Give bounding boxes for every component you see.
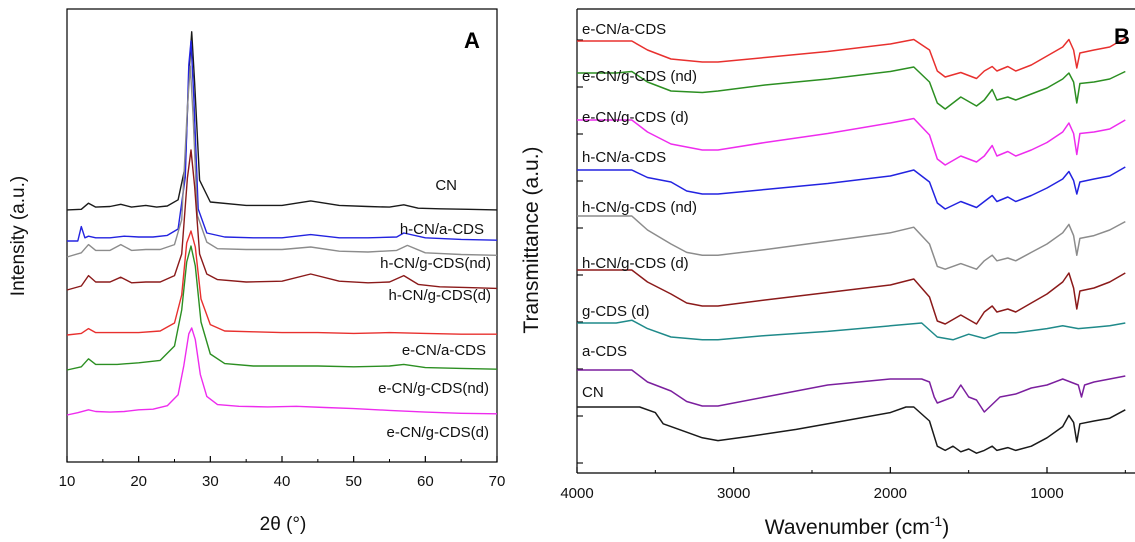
- panel-b-x-tick-label: 2000: [874, 485, 907, 502]
- panel-a-series-e-cn-a-cds: [66, 230, 497, 336]
- panel-b-x-tick-label: 3000: [717, 485, 750, 502]
- panel-b-label-h-cn-g-cds-nd: h-CN/g-CDS (nd): [582, 199, 697, 216]
- panel-a-label-cn: CN: [435, 177, 457, 194]
- panel-b-x-axis-title-tail: ): [942, 516, 949, 539]
- panel-a-x-ticks: 10 20 30 40 50 60 70: [59, 456, 506, 490]
- panel-a-y-axis-title: Intensity (a.u.): [8, 176, 29, 296]
- panel-b-series-cn: [577, 406, 1126, 454]
- panel-a-series-cn: [66, 31, 498, 211]
- panel-b: 4000 3000 2000 1000 e-CN/a-CDS e-CN/g-CDS (n…: [520, 8, 1135, 539]
- panel-a-x-axis-title: 2θ (°): [260, 514, 307, 535]
- panel-b-label-g-cds-d: g-CDS (d): [582, 303, 650, 320]
- panel-a-label-e-cn-g-cds-nd: e-CN/g-CDS(nd): [378, 380, 489, 397]
- panel-b-x-axis-title: Wavenumber (cm-1): [765, 513, 949, 539]
- panel-a: 10 20 30 40 50 60 70 CN h-CN/a-CDS h-CN/g-CDS(nd…: [8, 8, 506, 535]
- panel-a-series-h-cn-a-cds: [67, 40, 498, 242]
- panel-a-label-h-cn-a-cds: h-CN/a-CDS: [400, 221, 484, 238]
- panel-b-series-h-cn-g-cds-nd: [577, 215, 1126, 270]
- panel-b-x-tick-label: 4000: [560, 485, 593, 502]
- panel-b-series-e-cn-g-cds-d: [577, 117, 1126, 166]
- panel-a-label-e-cn-g-cds-d: e-CN/g-CDS(d): [386, 424, 489, 441]
- panel-b-x-axis-title-main: Wavenumber (cm: [765, 516, 930, 539]
- panel-b-label-h-cn-a-cds: h-CN/a-CDS: [582, 149, 666, 166]
- panel-b-letter: B: [1114, 24, 1130, 49]
- panel-a-label-e-cn-a-cds: e-CN/a-CDS: [402, 342, 486, 359]
- panel-b-series-e-cn-a-cds: [577, 37, 1126, 80]
- panel-a-x-tick-label: 50: [345, 473, 362, 490]
- panel-a-x-tick-label: 40: [274, 473, 291, 490]
- panel-b-label-e-cn-a-cds: e-CN/a-CDS: [582, 21, 666, 38]
- panel-b-x-axis-title-sup: -1: [930, 513, 943, 529]
- panel-b-series-h-cn-g-cds-d: [577, 269, 1126, 325]
- panel-b-series: [577, 37, 1126, 454]
- panel-b-series-labels: e-CN/a-CDS e-CN/g-CDS (nd) e-CN/g-CDS (d) h…: [582, 21, 697, 401]
- panel-b-y-axis-title: Transmittance (a.u.): [520, 146, 543, 333]
- panel-b-y-ticks: [577, 39, 583, 464]
- panel-b-series-a-cds: [577, 369, 1126, 413]
- panel-b-label-e-cn-g-cds-d: e-CN/g-CDS (d): [582, 109, 689, 126]
- panel-b-label-h-cn-g-cds-d: h-CN/g-CDS (d): [582, 255, 689, 272]
- panel-a-label-h-cn-g-cds-nd: h-CN/g-CDS(nd): [380, 255, 491, 272]
- panel-a-x-tick-label: 30: [202, 473, 219, 490]
- panel-b-x-ticks: 4000 3000 2000 1000: [560, 467, 1126, 502]
- panel-a-label-h-cn-g-cds-d: h-CN/g-CDS(d): [388, 287, 491, 304]
- panel-a-x-tick-label: 20: [130, 473, 147, 490]
- panel-a-x-tick-label: 70: [489, 473, 506, 490]
- panel-b-label-a-cds: a-CDS: [582, 343, 627, 360]
- panel-a-series-h-cn-g-cds-nd: [66, 65, 498, 258]
- panel-a-series: [66, 31, 498, 416]
- panel-b-x-tick-label: 1000: [1030, 485, 1063, 502]
- panel-b-series-g-cds-d: [577, 319, 1126, 341]
- panel-a-x-tick-label: 10: [59, 473, 76, 490]
- panel-b-label-e-cn-g-cds-nd: e-CN/g-CDS (nd): [582, 68, 697, 85]
- panel-b-series-h-cn-a-cds: [577, 166, 1126, 210]
- panel-a-letter: A: [464, 28, 480, 53]
- panel-b-series-e-cn-g-cds-nd: [577, 66, 1126, 110]
- panel-b-label-cn: CN: [582, 384, 604, 401]
- panel-a-x-tick-label: 60: [417, 473, 434, 490]
- panel-a-series-e-cn-g-cds-nd: [66, 245, 498, 371]
- panel-a-series-labels: CN h-CN/a-CDS h-CN/g-CDS(nd) h-CN/g-CDS(d) e…: [378, 177, 491, 441]
- panel-a-series-h-cn-g-cds-d: [66, 149, 498, 291]
- panel-a-series-e-cn-g-cds-d: [66, 327, 498, 416]
